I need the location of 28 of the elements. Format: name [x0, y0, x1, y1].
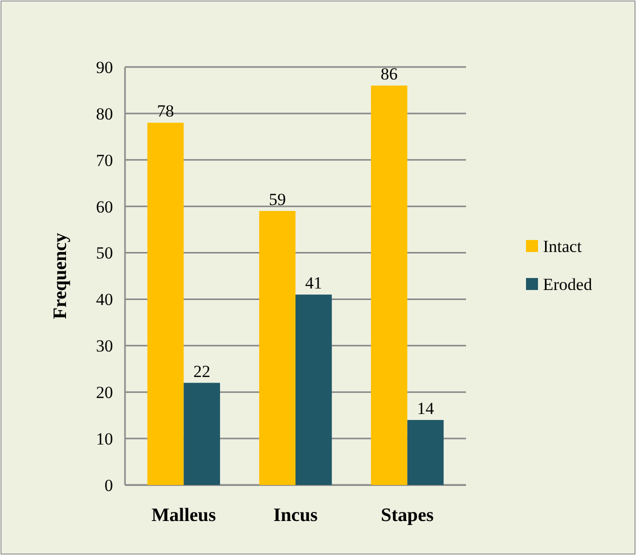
legend-label: Intact	[543, 236, 582, 256]
bar	[259, 210, 296, 485]
y-tick-label: 10	[96, 430, 113, 449]
data-label: 78	[157, 102, 174, 121]
y-tick-label: 50	[96, 244, 113, 263]
y-tick-label: 0	[104, 476, 113, 495]
y-tick-label: 20	[96, 383, 113, 402]
y-tick-label: 80	[96, 104, 113, 124]
x-tick-label: Stapes	[380, 505, 434, 526]
bar	[147, 122, 184, 485]
legend-label: Eroded	[543, 274, 593, 294]
data-label: 14	[416, 398, 434, 418]
bar	[184, 382, 220, 485]
x-tick-label: Malleus	[152, 505, 216, 526]
data-label: 41	[305, 274, 322, 293]
data-label: 59	[268, 190, 286, 209]
y-tick-label: 40	[96, 290, 113, 310]
y-tick-label: 60	[96, 197, 113, 216]
bar	[370, 86, 408, 485]
y-axis-title: Frequency	[50, 232, 71, 320]
bar	[296, 294, 332, 485]
data-label: 86	[380, 64, 398, 84]
y-tick-label: 90	[96, 58, 113, 77]
data-label: 22	[193, 362, 210, 381]
y-tick-label: 70	[96, 150, 113, 170]
y-tick-label: 30	[96, 336, 113, 356]
x-tick-label: Incus	[273, 505, 318, 526]
bar	[407, 420, 444, 485]
